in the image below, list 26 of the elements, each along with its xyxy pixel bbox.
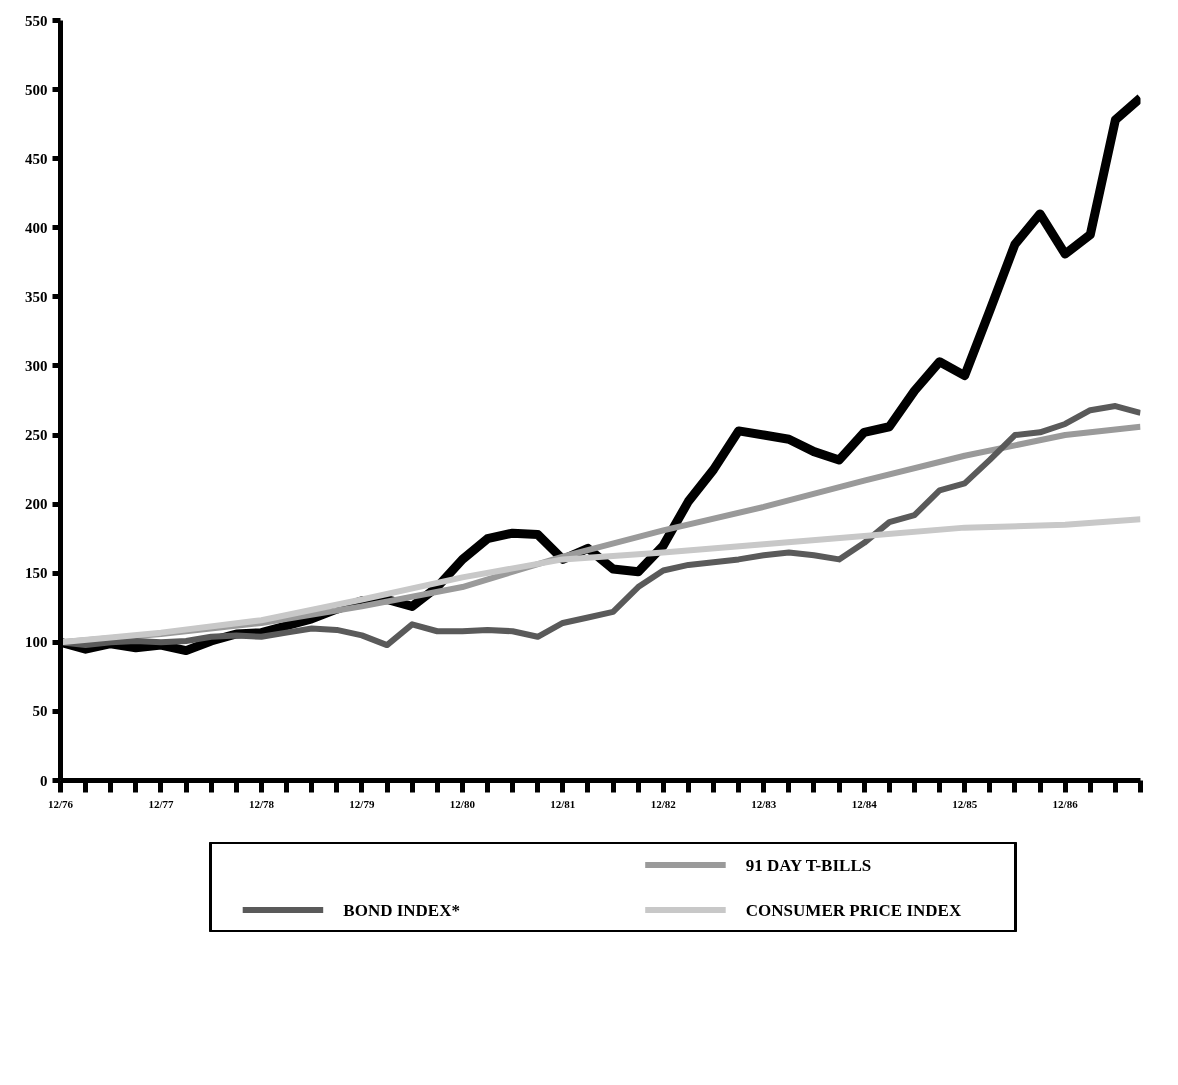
x-tick-label: 12/82 bbox=[650, 797, 677, 810]
y-tick-label: 200 bbox=[25, 496, 48, 513]
y-tick-label: 550 bbox=[25, 12, 48, 29]
y-tick-label: 250 bbox=[25, 427, 48, 444]
y-tick-label: 400 bbox=[25, 219, 48, 236]
y-tick-label: 0 bbox=[40, 772, 48, 789]
x-tick-label: 12/84 bbox=[851, 797, 878, 810]
y-tick-label: 500 bbox=[25, 81, 48, 98]
y-tick-label: 50 bbox=[32, 703, 48, 720]
y-tick-label: 100 bbox=[25, 634, 48, 651]
y-tick-label: 150 bbox=[25, 565, 48, 582]
x-tick-label: 12/83 bbox=[751, 797, 777, 810]
legend-label: CONSUMER PRICE INDEX bbox=[745, 900, 962, 920]
x-tick-label: 12/80 bbox=[449, 797, 476, 810]
x-tick-label: 12/76 bbox=[47, 797, 74, 810]
x-tick-label: 12/79 bbox=[349, 797, 375, 810]
x-tick-label: 12/81 bbox=[550, 797, 576, 810]
legend-label: 91 DAY T-BILLS bbox=[745, 855, 872, 875]
legend-label: BOND INDEX* bbox=[343, 900, 460, 920]
x-tick-label: 12/86 bbox=[1052, 797, 1079, 810]
y-tick-label: 450 bbox=[25, 150, 48, 167]
x-tick-label: 12/77 bbox=[148, 797, 174, 810]
y-tick-label: 300 bbox=[25, 357, 48, 374]
x-tick-label: 12/78 bbox=[248, 797, 275, 810]
x-tick-label: 12/85 bbox=[952, 797, 978, 810]
y-tick-label: 350 bbox=[25, 288, 48, 305]
